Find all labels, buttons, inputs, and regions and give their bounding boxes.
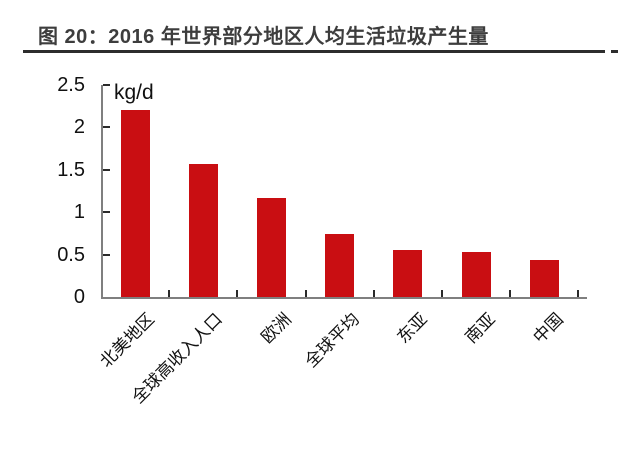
y-axis-tick bbox=[103, 253, 110, 256]
y-axis-tick-label: 0.5 bbox=[57, 243, 85, 266]
x-axis-category-label: 东亚 bbox=[393, 309, 431, 348]
title-underline bbox=[23, 50, 605, 53]
x-axis-tick bbox=[441, 290, 443, 297]
x-axis-tick bbox=[577, 290, 580, 297]
x-axis-category-label: 全球平均 bbox=[301, 309, 363, 372]
x-axis-line bbox=[101, 297, 587, 299]
bar-4 bbox=[325, 234, 355, 297]
y-axis-line bbox=[101, 85, 103, 299]
x-axis-tick bbox=[168, 290, 171, 297]
title-underline-dash bbox=[611, 50, 618, 53]
y-axis-tick bbox=[103, 126, 110, 129]
bar-5 bbox=[393, 250, 423, 297]
y-axis-unit-label: kg/d bbox=[114, 81, 154, 104]
x-axis-category-label: 中国 bbox=[529, 309, 568, 348]
x-axis-tick bbox=[509, 290, 512, 297]
y-axis-tick bbox=[103, 168, 110, 171]
x-axis-tick bbox=[236, 290, 239, 297]
x-axis-category-label: 欧洲 bbox=[256, 309, 295, 348]
bar-6 bbox=[461, 252, 491, 297]
x-axis-tick bbox=[372, 290, 375, 297]
y-axis-tick-label: 1 bbox=[73, 201, 85, 224]
bar-7 bbox=[529, 259, 559, 297]
x-axis-category-label: 北美地区 bbox=[96, 309, 159, 372]
x-axis-tick bbox=[304, 290, 307, 297]
y-axis-tick-label: 2.5 bbox=[57, 74, 85, 96]
figure-title: 图 20：2016 年世界部分地区人均生活垃圾产生量 bbox=[38, 26, 489, 48]
y-axis-tick-label: 0 bbox=[73, 286, 85, 308]
y-axis-tick bbox=[103, 84, 110, 86]
bar-2 bbox=[188, 163, 218, 297]
y-axis-tick-label: 2 bbox=[73, 116, 85, 139]
bar-1 bbox=[120, 109, 150, 297]
bar-3 bbox=[257, 197, 286, 297]
y-axis-tick-label: 1.5 bbox=[57, 158, 85, 181]
y-axis-tick bbox=[103, 211, 110, 214]
x-axis-category-label: 南亚 bbox=[461, 309, 500, 348]
